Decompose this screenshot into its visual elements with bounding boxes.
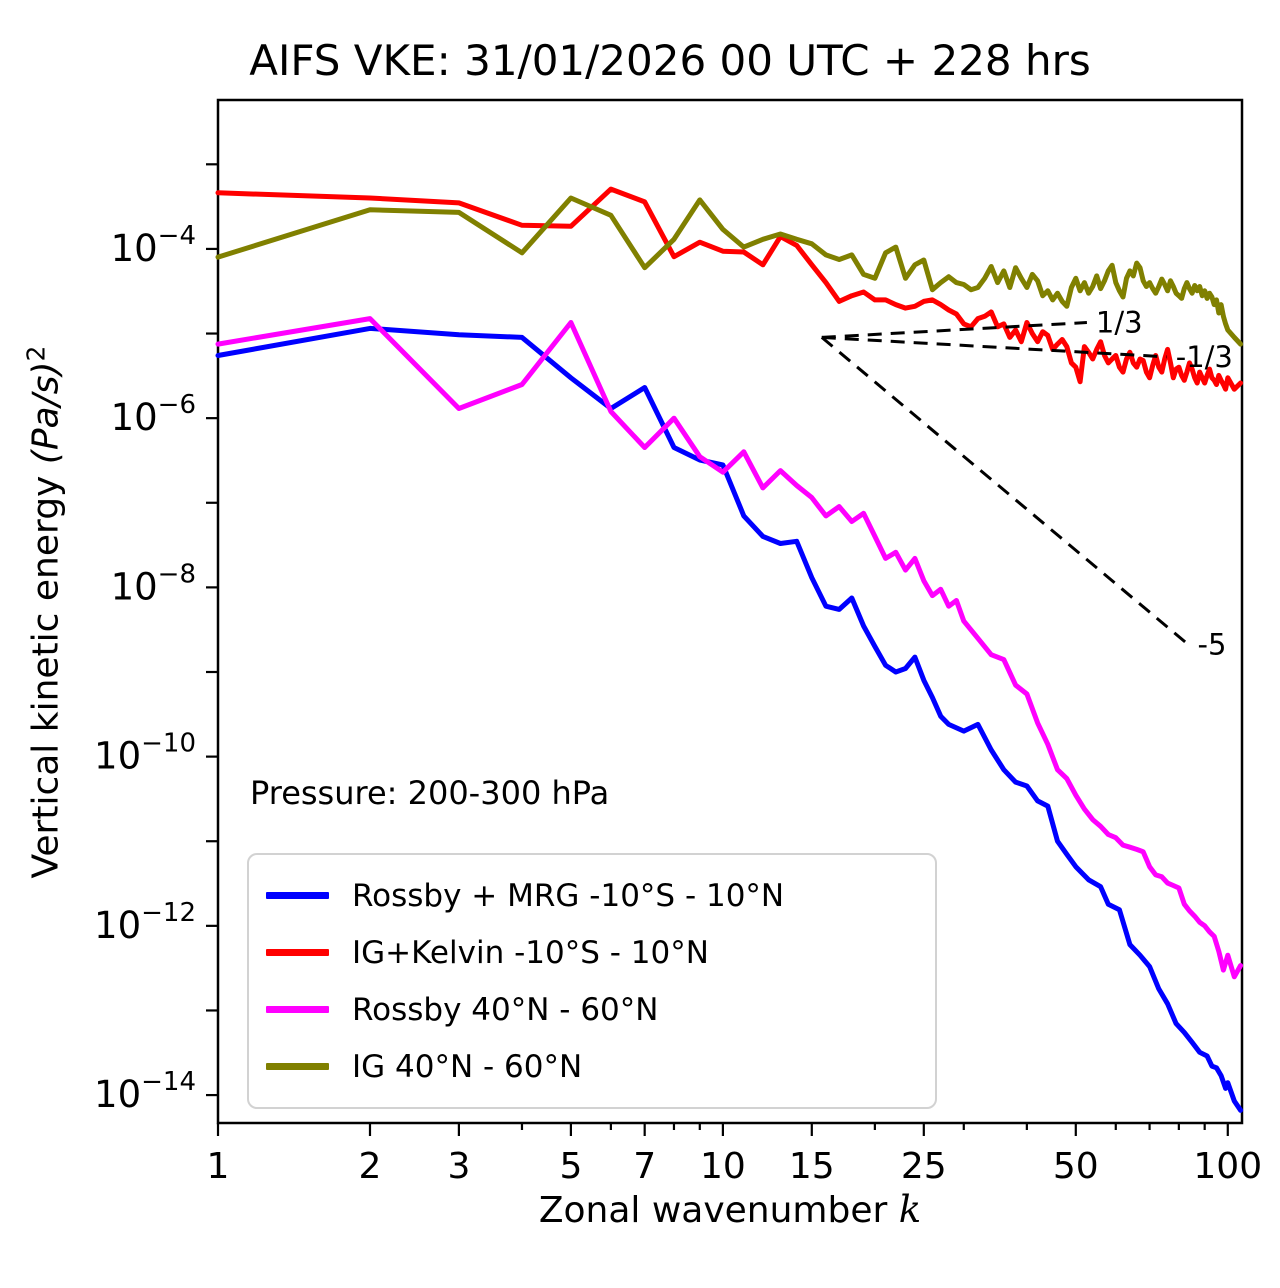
y-tick-label: 10−14 <box>94 1067 196 1116</box>
series-line-1 <box>215 186 1244 392</box>
x-tick-label: 2 <box>359 1146 382 1187</box>
legend-swatch-blue-line <box>266 892 329 899</box>
slope-label: 1/3 <box>1096 306 1143 340</box>
slope-label: -5 <box>1198 628 1227 662</box>
y-tick-label: 10−6 <box>111 390 196 439</box>
x-tick-label: 7 <box>633 1146 656 1187</box>
reference-line--1/3 <box>821 335 1167 359</box>
x-tick-label: 1 <box>207 1146 230 1187</box>
legend-item-rossby-midlat: Rossby 40°N - 60°N <box>249 981 935 1038</box>
x-tick-label: 3 <box>447 1146 470 1187</box>
y-tick-label: 10−8 <box>111 559 196 608</box>
slope-label: -1/3 <box>1176 340 1233 374</box>
legend-item-ig-midlat: IG 40°N - 60°N <box>249 1038 935 1095</box>
x-tick-label: 25 <box>901 1146 947 1187</box>
series-line-2 <box>215 316 1244 980</box>
y-ticks: 10−4 10−6 10−8 10−10 10−12 10−14 <box>94 163 218 1116</box>
legend-item-ig-kelvin-tropics: IG+Kelvin -10°S - 10°N <box>249 924 935 981</box>
x-axis-label: Zonal wavenumber k <box>218 1188 1242 1231</box>
x-tick-label: 5 <box>559 1146 582 1187</box>
x-tick-label: 50 <box>1053 1146 1099 1187</box>
y-tick-label: 10−10 <box>94 729 196 778</box>
legend-label: Rossby 40°N - 60°N <box>352 991 659 1028</box>
legend-swatch-olive-line <box>266 1063 329 1070</box>
chart-title: AIFS VKE: 31/01/2026 00 UTC + 228 hrs <box>249 36 1091 85</box>
y-axis-label-unit: (Pa/s) <box>25 361 67 465</box>
reference-line--5 <box>820 336 1190 646</box>
x-tick-label: 100 <box>1193 1146 1262 1187</box>
legend-item-rossby-mrg-tropics: Rossby + MRG -10°S - 10°N <box>249 867 935 924</box>
x-axis-label-text: Zonal wavenumber <box>538 1190 899 1231</box>
y-axis-label: Vertical kinetic energy (Pa/s)2 <box>22 346 67 879</box>
legend-label: Rossby + MRG -10°S - 10°N <box>352 877 785 914</box>
legend-label: IG 40°N - 60°N <box>352 1048 583 1085</box>
y-tick-label: 10−12 <box>94 898 196 947</box>
legend-box: Rossby + MRG -10°S - 10°N IG+Kelvin -10°… <box>247 853 937 1109</box>
legend-swatch-red-line <box>266 949 329 956</box>
x-ticks: 1 2 3 5 7 10 15 25 50 100 <box>207 1123 1262 1187</box>
x-axis-label-variable: k <box>898 1188 922 1231</box>
legend-label: IG+Kelvin -10°S - 10°N <box>352 934 709 971</box>
y-axis-label-text: Vertical kinetic energy <box>25 464 67 879</box>
x-tick-label: 10 <box>700 1146 746 1187</box>
y-tick-label: 10−4 <box>111 221 196 270</box>
plot-spines <box>216 98 1244 1125</box>
pressure-annotation: Pressure: 200-300 hPa <box>250 774 610 812</box>
series-line-0 <box>215 325 1244 1113</box>
x-tick-label: 15 <box>789 1146 835 1187</box>
series-line-3 <box>215 195 1244 347</box>
y-axis-label-exponent: 2 <box>21 345 51 362</box>
legend-swatch-magenta-line <box>266 1006 329 1013</box>
